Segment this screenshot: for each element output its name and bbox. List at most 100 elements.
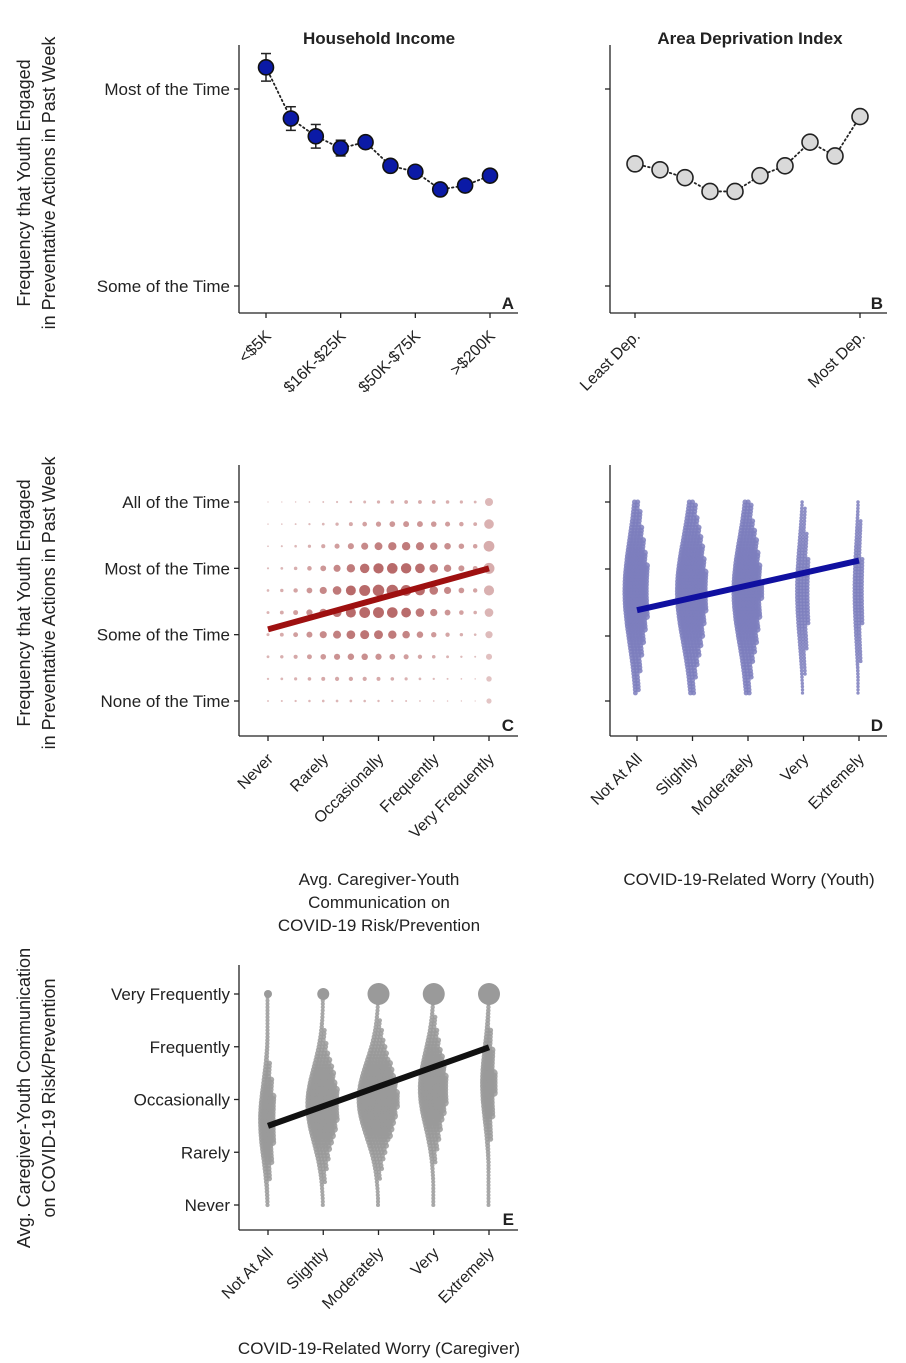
panel-c-bubble <box>373 607 384 619</box>
panel-c-bubble <box>266 633 270 637</box>
panel-d-point <box>857 544 862 549</box>
panel-e-point <box>320 1001 325 1006</box>
panel-e-point <box>265 1008 270 1013</box>
panel-d-point <box>804 639 809 645</box>
panel-a-point <box>407 163 424 181</box>
panel-e-point <box>486 1004 491 1010</box>
panel-c-bubble <box>445 500 450 504</box>
panel-d-point <box>855 656 860 660</box>
panel-c-bubble <box>389 521 396 527</box>
panel-d-point <box>804 538 809 543</box>
panel-c-bubble <box>347 543 354 550</box>
panel-d-point <box>797 636 802 642</box>
panel-c-bubble <box>306 631 313 638</box>
panel-d-point <box>856 675 860 679</box>
panel-e: E Never Rarely Occasionally Frequently Very F… <box>111 965 520 1358</box>
panel-c-bubble <box>431 500 436 504</box>
panel-c-bubble <box>346 564 356 573</box>
panel-e-point <box>322 1179 328 1185</box>
panel-d-point <box>856 688 860 692</box>
panel-d-point <box>858 652 863 657</box>
panel-d-point <box>800 538 806 543</box>
panel-e-point <box>373 1024 379 1030</box>
panel-d-point <box>802 659 807 664</box>
panel-c-bubble <box>473 500 477 504</box>
panel-c-bubble <box>306 654 312 660</box>
panel-d-point <box>855 652 860 657</box>
panel-d-point <box>854 538 859 543</box>
panel-e-point <box>374 1014 380 1020</box>
panel-a-title: Household Income <box>303 29 455 48</box>
panel-e-point <box>264 1192 270 1198</box>
panel-d-point <box>858 519 863 524</box>
panel-d-point <box>797 541 802 546</box>
panel-c-bubble <box>483 585 495 596</box>
panel-e-point <box>430 1173 436 1178</box>
panel-c-bubble <box>359 584 371 596</box>
panel-d-point <box>856 678 860 683</box>
panel-d-point <box>856 684 860 689</box>
panel-c-bubble <box>446 677 449 680</box>
panel-c-bubble <box>307 566 312 571</box>
panel-e-point <box>377 1021 382 1026</box>
panel-c-fit-line <box>267 565 490 633</box>
panel-c-bubble <box>390 677 395 681</box>
panel-c-bubble <box>375 521 382 527</box>
panel-e-point <box>431 1202 436 1208</box>
panel-e-y-tick-label: Never <box>185 1196 231 1215</box>
panel-c-bubble <box>474 678 476 680</box>
panel-c: C None of the Time Some of the Time Most of… <box>97 465 518 935</box>
panel-c-bubble <box>349 500 353 504</box>
panel-b-point <box>701 182 719 201</box>
panel-c-y-tick-label: Some of the Time <box>97 626 230 645</box>
panel-e-point <box>265 1001 270 1006</box>
panel-c-bubble <box>306 609 313 616</box>
panel-c-bubble <box>404 500 408 504</box>
panel-e-top-point <box>478 983 500 1005</box>
panel-c-bubble <box>402 630 410 639</box>
panel-c-bubble <box>267 700 269 702</box>
panel-d-point <box>853 544 859 549</box>
panel-c-bubble <box>484 497 494 507</box>
panel-c-bubble <box>486 698 492 704</box>
panel-c-bubble <box>267 501 269 503</box>
panel-d-point <box>802 662 807 667</box>
panel-c-x-axis-label-line: Communication on <box>308 893 450 912</box>
panel-d-point <box>797 538 802 543</box>
panel-d-point <box>802 512 807 517</box>
panel-c-bubble <box>279 632 284 637</box>
panel-d-point <box>857 633 862 638</box>
panel-d-point <box>803 668 807 673</box>
panel-e-point <box>265 1024 270 1030</box>
panel-c-bubble <box>375 653 382 660</box>
panel-c-bubble <box>280 566 284 570</box>
panel-c-bubble <box>444 586 452 594</box>
panel-c-bubble <box>306 587 313 594</box>
panel-d-x-tick-label: Extremely <box>806 751 868 813</box>
panel-c-bubble <box>486 676 492 682</box>
panel-d-point <box>803 672 807 676</box>
panel-e-point <box>264 1044 270 1050</box>
panel-e-point <box>431 1199 436 1204</box>
panel-c-bubble <box>484 519 494 529</box>
panel-e-point <box>486 1183 491 1188</box>
panel-d-fit-line <box>636 557 860 614</box>
panel-c-bubble <box>376 500 381 504</box>
panel-e-top-point <box>317 988 330 1000</box>
panel-c-bubble <box>347 653 355 661</box>
panel-d-point <box>854 534 859 540</box>
panel-c-bubble <box>473 633 477 637</box>
panel-c-bubble <box>293 588 298 593</box>
panel-e-point <box>318 1031 324 1036</box>
panel-d-point <box>800 636 805 642</box>
panel-c-bubble <box>404 677 408 681</box>
panel-d-point <box>856 500 860 504</box>
panel-c-x-axis-label-line: Avg. Caregiver-Youth <box>299 870 460 889</box>
panel-d-point <box>798 525 803 530</box>
panel-d-point <box>854 649 860 654</box>
panel-c-bubble <box>459 500 463 504</box>
panel-e-point <box>319 1028 324 1033</box>
panel-c-bubble <box>294 699 297 703</box>
row1-y-axis-label: Frequency that Youth Engaged in Preventat… <box>14 36 59 330</box>
